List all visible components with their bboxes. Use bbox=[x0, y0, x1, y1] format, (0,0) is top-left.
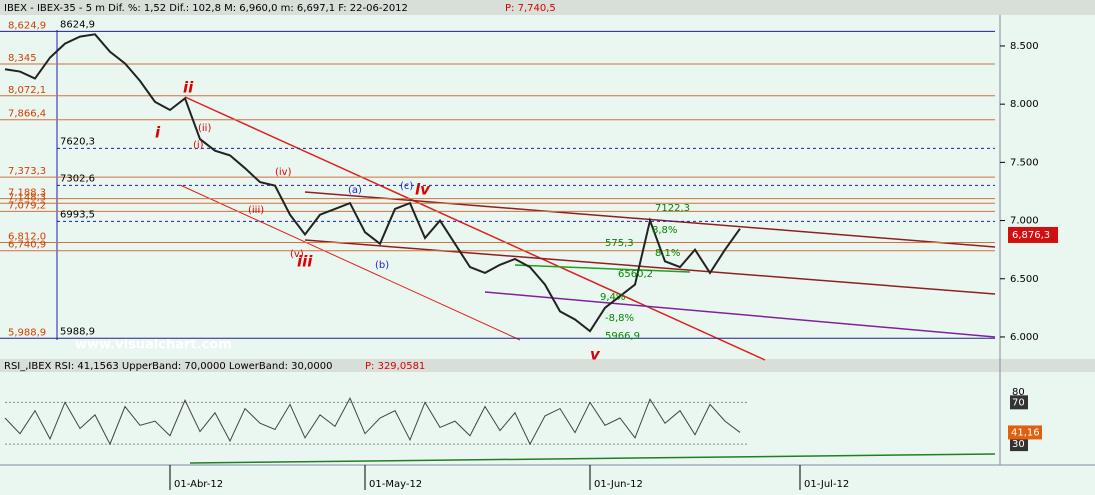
annotation: (v) bbox=[290, 249, 304, 260]
annotation: (iv) bbox=[275, 167, 292, 178]
y-tick-label: 7.500 bbox=[1010, 157, 1039, 168]
rsi-tick-label: 30 bbox=[1012, 439, 1025, 450]
x-tick-label: 01-Jul-12 bbox=[804, 479, 849, 490]
annotation: (ii) bbox=[198, 123, 211, 134]
annotation: 8,1% bbox=[655, 248, 680, 259]
trendline bbox=[179, 184, 521, 341]
rsi-trend bbox=[189, 453, 996, 464]
header-bar bbox=[0, 0, 1095, 15]
price-line bbox=[4, 33, 741, 333]
last-price-label: 6,876,3 bbox=[1012, 230, 1050, 241]
level-label: 5,988,9 bbox=[8, 327, 46, 338]
band-box bbox=[1010, 395, 1028, 410]
x-tick-label: 01-Abr-12 bbox=[174, 479, 223, 490]
annotation: i bbox=[155, 124, 161, 142]
trendline bbox=[514, 264, 691, 273]
annotation: (c) bbox=[400, 181, 413, 192]
level-label: 7,188,3 bbox=[8, 188, 46, 199]
level-label: 8,072,1 bbox=[8, 85, 46, 96]
rsi-last-box bbox=[1008, 425, 1042, 440]
y-tick-label: 6.000 bbox=[1010, 332, 1039, 343]
y-tick-label: 8.500 bbox=[1010, 41, 1039, 52]
price-mark-label: 5988,9 bbox=[60, 326, 95, 337]
rsi-tick-label: 70 bbox=[1012, 397, 1025, 408]
annotation: -8,8% bbox=[605, 313, 634, 324]
level-label: 6,812,0 bbox=[8, 231, 46, 242]
price-title: IBEX - IBEX-35 - 5 m Dif. %: 1,52 Dif.: … bbox=[4, 3, 408, 14]
annotation: 7122,3 bbox=[655, 203, 690, 214]
last-price-box bbox=[1008, 226, 1058, 243]
level-label: 7,866,4 bbox=[8, 109, 46, 120]
trendline bbox=[304, 239, 996, 295]
annotation: 5966,9 bbox=[605, 331, 640, 342]
x-tick-label: 01-May-12 bbox=[369, 479, 422, 490]
rsi-tick-label: 80 bbox=[1012, 387, 1025, 398]
level-label: 8,345 bbox=[8, 53, 37, 64]
level-label: 6,740,9 bbox=[8, 240, 46, 251]
trendline bbox=[484, 291, 996, 338]
level-label: 7,373,3 bbox=[8, 166, 46, 177]
annotation: 9,4% bbox=[600, 292, 625, 303]
annotation: 575,3 bbox=[605, 238, 634, 249]
price-line bbox=[4, 396, 741, 446]
annotation: iii bbox=[297, 253, 313, 271]
y-tick-label: 8.000 bbox=[1010, 99, 1039, 110]
level-label: 7,079,2 bbox=[8, 200, 46, 211]
y-tick-label: 6.500 bbox=[1010, 274, 1039, 285]
level-label: 7,148,3 bbox=[8, 192, 46, 203]
band-box bbox=[1010, 437, 1028, 452]
annotation: iv bbox=[415, 181, 431, 199]
level-label: 7302,6 bbox=[60, 173, 95, 184]
level-label: 7620,3 bbox=[60, 136, 95, 147]
rsi-title: RSI_,IBEX RSI: 41,1563 UpperBand: 70,000… bbox=[4, 361, 332, 372]
rsi-p: P: 329,0581 bbox=[365, 361, 425, 372]
annotation: (i) bbox=[193, 140, 204, 151]
watermark: www.visualchart.com bbox=[75, 338, 232, 353]
annotation: (a) bbox=[348, 185, 362, 196]
annotation: 8,8% bbox=[652, 225, 677, 236]
rsi-header-bar bbox=[0, 359, 1095, 372]
rsi-last-label: 41,16 bbox=[1011, 427, 1040, 438]
trendline bbox=[184, 96, 766, 361]
price-mark-label: 8624,9 bbox=[60, 19, 95, 30]
level-label: 8,624,9 bbox=[8, 20, 46, 31]
annotation: 6560,2 bbox=[618, 269, 653, 280]
annotation: (iii) bbox=[248, 205, 264, 216]
level-label: 6993,5 bbox=[60, 209, 95, 220]
y-tick-label: 7.000 bbox=[1010, 216, 1039, 227]
trendlines bbox=[56, 30, 996, 464]
annotation: (b) bbox=[375, 260, 389, 271]
price-p: P: 7,740,5 bbox=[505, 3, 556, 14]
annotation: v bbox=[590, 346, 601, 364]
annotation: ii bbox=[183, 79, 194, 97]
x-tick-label: 01-Jun-12 bbox=[594, 479, 643, 490]
